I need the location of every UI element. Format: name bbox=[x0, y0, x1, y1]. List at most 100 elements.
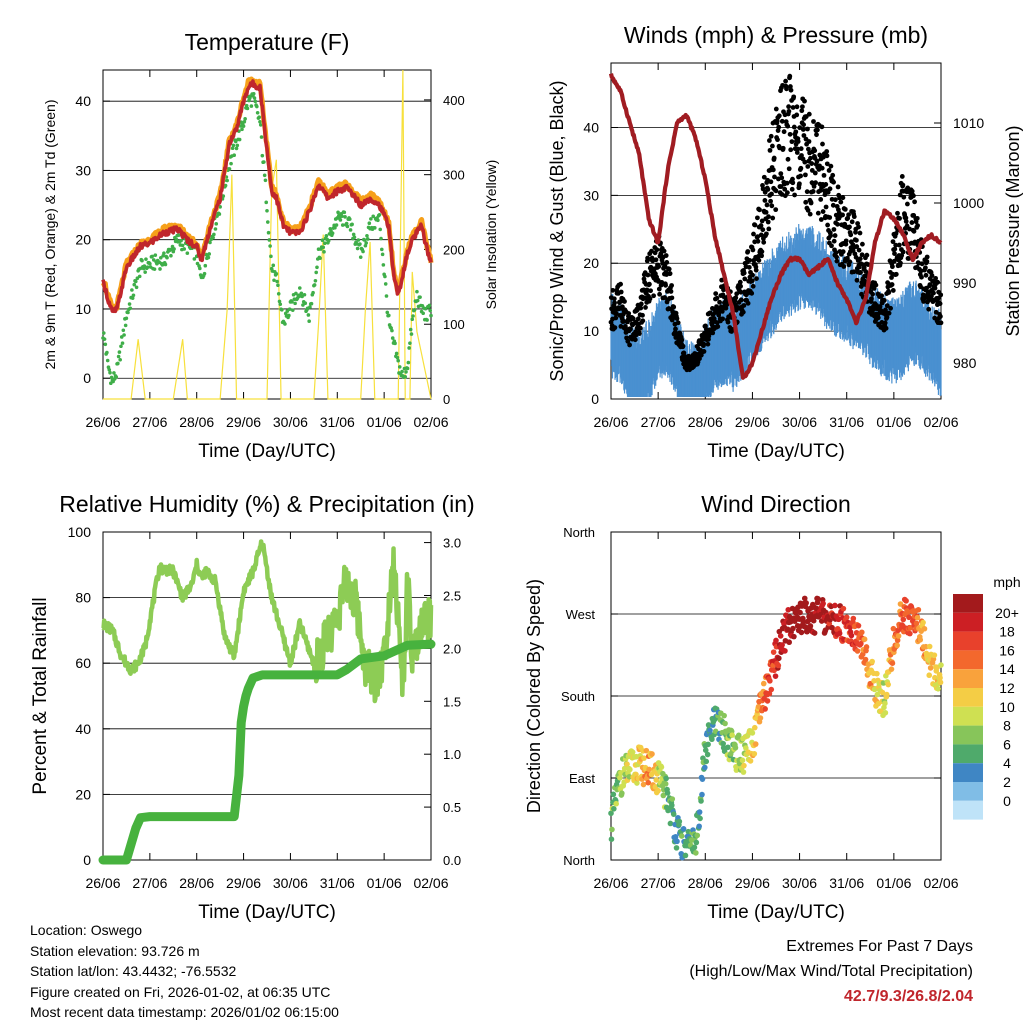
dewpoint-point bbox=[229, 161, 233, 166]
x-tick-label: 27/06 bbox=[641, 414, 676, 430]
dewpoint-point bbox=[377, 212, 382, 217]
dewpoint-point bbox=[240, 127, 244, 132]
gust-point bbox=[840, 212, 845, 218]
dewpoint-point bbox=[308, 305, 312, 309]
direction-point bbox=[704, 751, 711, 758]
x-tick-label: 29/06 bbox=[735, 875, 770, 891]
gust-point bbox=[900, 182, 906, 188]
gust-point bbox=[838, 199, 844, 205]
gust-point bbox=[833, 250, 839, 256]
direction-point bbox=[882, 709, 889, 716]
direction-point bbox=[779, 642, 785, 648]
colorbar-label: 0 bbox=[1003, 793, 1011, 809]
dewpoint-point bbox=[217, 212, 222, 216]
direction-point bbox=[696, 809, 703, 815]
dewpoint-point bbox=[385, 310, 390, 315]
dewpoint-point bbox=[148, 261, 152, 266]
x-tick-label: 02/06 bbox=[413, 875, 448, 891]
dewpoint-point bbox=[406, 360, 411, 365]
gust-point bbox=[845, 255, 850, 261]
dewpoint-point bbox=[318, 256, 322, 261]
humidity-line bbox=[101, 539, 434, 704]
gust-point bbox=[888, 305, 893, 311]
gust-point bbox=[788, 147, 794, 153]
gust-point bbox=[762, 198, 768, 203]
gust-point bbox=[785, 123, 791, 129]
dewpoint-point bbox=[381, 263, 386, 267]
dewpoint-point bbox=[117, 350, 122, 354]
gust-point bbox=[886, 290, 892, 295]
y-tick-label: 40 bbox=[75, 721, 91, 737]
direction-point bbox=[696, 823, 702, 830]
gust-point bbox=[715, 324, 721, 329]
gust-point bbox=[788, 87, 794, 93]
colorbar-label: 12 bbox=[999, 680, 1015, 696]
gust-point bbox=[720, 316, 725, 322]
gust-point bbox=[927, 282, 933, 288]
gust-point bbox=[912, 199, 917, 205]
colorbar-label: 16 bbox=[999, 642, 1015, 658]
direction-point bbox=[729, 732, 735, 738]
dewpoint-point bbox=[320, 238, 325, 243]
gust-point bbox=[820, 209, 826, 214]
y2-tick-label: 2.5 bbox=[443, 588, 461, 603]
dewpoint-point bbox=[105, 358, 110, 363]
direction-point bbox=[847, 624, 853, 631]
dewpoint-point bbox=[241, 124, 246, 128]
x-tick-label: 28/06 bbox=[179, 414, 214, 430]
dewpoint-point bbox=[314, 270, 319, 275]
dewpoint-point bbox=[293, 301, 297, 306]
gust-point bbox=[803, 199, 809, 205]
dewpoint-point bbox=[180, 243, 185, 248]
direction-point bbox=[617, 774, 623, 781]
gust-point bbox=[851, 214, 857, 220]
gust-point bbox=[647, 296, 653, 302]
dewpoint-point bbox=[179, 238, 183, 243]
dewpoint-point bbox=[363, 243, 368, 248]
direction-point bbox=[721, 712, 727, 719]
gust-point bbox=[612, 300, 617, 306]
solar-insolation-line bbox=[103, 69, 432, 400]
gust-point bbox=[892, 246, 898, 252]
y-tick-label: 10 bbox=[75, 301, 91, 317]
y2-axis-label: Station Pressure (Maroon) bbox=[1003, 125, 1023, 336]
gust-point bbox=[640, 318, 646, 324]
y2-tick-label: 400 bbox=[443, 93, 465, 108]
direction-point bbox=[935, 685, 941, 692]
dewpoint-point bbox=[213, 227, 218, 231]
y2-tick-label: 100 bbox=[443, 317, 465, 332]
gust-point bbox=[923, 265, 928, 271]
gust-point bbox=[638, 301, 644, 307]
dewpoint-point bbox=[429, 313, 433, 318]
gust-point bbox=[806, 139, 812, 144]
dewpoint-point bbox=[253, 99, 258, 104]
y-axis-label: Percent & Total Rainfall bbox=[30, 597, 51, 794]
gust-point bbox=[918, 268, 924, 274]
dewpoint-point bbox=[333, 225, 337, 230]
dewpoint-point bbox=[321, 245, 326, 250]
gust-point bbox=[749, 290, 755, 296]
dewpoint-point bbox=[384, 294, 389, 298]
colorbar-label: 10 bbox=[999, 699, 1015, 715]
colorbar-swatch bbox=[953, 744, 983, 764]
direction-point bbox=[691, 844, 698, 851]
direction-point bbox=[855, 622, 862, 629]
dewpoint-point bbox=[165, 255, 169, 260]
dewpoint-point bbox=[255, 104, 259, 109]
dewpoint-point bbox=[153, 253, 158, 257]
dewpoint-point bbox=[114, 375, 119, 379]
gust-point bbox=[803, 172, 808, 178]
direction-point bbox=[669, 796, 676, 802]
dewpoint-point bbox=[336, 210, 340, 215]
dewpoint-point bbox=[263, 178, 268, 183]
gust-point bbox=[793, 129, 799, 135]
gust-point bbox=[770, 143, 775, 149]
dewpoint-point bbox=[307, 319, 311, 324]
dewpoint-point bbox=[303, 301, 308, 306]
gust-point bbox=[890, 239, 896, 245]
gust-point bbox=[611, 296, 617, 302]
colorbar-swatch bbox=[953, 594, 983, 613]
direction-point bbox=[705, 722, 712, 728]
gust-point bbox=[798, 165, 804, 171]
direction-point bbox=[914, 614, 921, 621]
